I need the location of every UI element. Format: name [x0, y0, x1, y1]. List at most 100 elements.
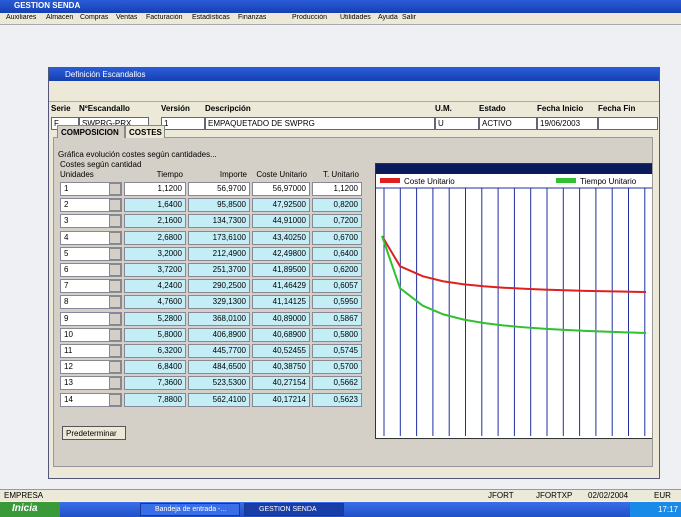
- table-cell[interactable]: 290,2500: [188, 279, 250, 294]
- task-item[interactable]: Bandeja de entrada -...: [140, 503, 240, 516]
- table-cell[interactable]: 134,7300: [188, 214, 250, 229]
- dropdown-arrow[interactable]: [109, 264, 121, 276]
- table-cell[interactable]: 406,8900: [188, 327, 250, 342]
- table-cell[interactable]: 4,7600: [124, 295, 186, 310]
- table-cell[interactable]: 43,40250: [252, 230, 310, 245]
- menu-item[interactable]: Ventas: [116, 14, 138, 21]
- table-cell[interactable]: 56,97000: [252, 182, 310, 196]
- table-cell[interactable]: 562,4100: [188, 392, 250, 407]
- table-cell[interactable]: 0,5700: [312, 360, 362, 375]
- table-cell[interactable]: 5,8000: [124, 327, 186, 342]
- table-cell[interactable]: 523,5300: [188, 376, 250, 391]
- dropdown-arrow[interactable]: [109, 345, 121, 357]
- field-input[interactable]: 19/06/2003: [537, 117, 598, 130]
- table-cell[interactable]: 6,3200: [124, 344, 186, 358]
- table-cell[interactable]: 368,0100: [188, 311, 250, 326]
- table-cell[interactable]: 42,49800: [252, 246, 310, 261]
- table-cell[interactable]: 10: [60, 327, 122, 342]
- table-cell[interactable]: 40,89000: [252, 311, 310, 326]
- menu-item[interactable]: Salir: [402, 14, 417, 21]
- table-cell[interactable]: 251,3700: [188, 263, 250, 277]
- table-cell[interactable]: 4: [60, 230, 122, 245]
- table-cell[interactable]: 1,1200: [312, 182, 362, 196]
- menu-item[interactable]: Ayuda: [378, 14, 398, 21]
- table-cell[interactable]: 41,14125: [252, 295, 310, 310]
- table-cell[interactable]: 2,6800: [124, 230, 186, 245]
- dropdown-arrow[interactable]: [109, 231, 121, 244]
- table-cell[interactable]: 6,8400: [124, 360, 186, 375]
- table-cell[interactable]: 44,91000: [252, 214, 310, 229]
- table-cell[interactable]: 40,17214: [252, 392, 310, 407]
- dropdown-arrow[interactable]: [109, 361, 121, 374]
- table-cell[interactable]: 1: [60, 182, 122, 196]
- table-cell[interactable]: 0,8200: [312, 198, 362, 213]
- table-cell[interactable]: 11: [60, 344, 122, 358]
- table-cell[interactable]: 7: [60, 279, 122, 294]
- table-cell[interactable]: 2: [60, 198, 122, 213]
- table-cell[interactable]: 7,3600: [124, 376, 186, 391]
- table-cell[interactable]: 1,6400: [124, 198, 186, 213]
- predeterminar-button[interactable]: Predeterminar: [62, 426, 126, 440]
- dropdown-arrow[interactable]: [109, 247, 121, 260]
- table-cell[interactable]: 0,5800: [312, 327, 362, 342]
- table-cell[interactable]: 12: [60, 360, 122, 375]
- table-cell[interactable]: 4,2400: [124, 279, 186, 294]
- table-cell[interactable]: 40,38750: [252, 360, 310, 375]
- table-cell[interactable]: 0,5623: [312, 392, 362, 407]
- field-input[interactable]: ACTIVO: [479, 117, 537, 130]
- table-cell[interactable]: 41,89500: [252, 263, 310, 277]
- table-cell[interactable]: 8: [60, 295, 122, 310]
- menu-item[interactable]: Producción: [292, 14, 328, 21]
- table-cell[interactable]: 40,52455: [252, 344, 310, 358]
- table-cell[interactable]: 2,1600: [124, 214, 186, 229]
- table-cell[interactable]: 173,6100: [188, 230, 250, 245]
- table-cell[interactable]: 7,8800: [124, 392, 186, 407]
- table-cell[interactable]: 0,6200: [312, 263, 362, 277]
- dropdown-arrow[interactable]: [109, 312, 121, 325]
- table-cell[interactable]: 9: [60, 311, 122, 326]
- dropdown-arrow[interactable]: [109, 215, 121, 228]
- menu-item[interactable]: Utilidades: [340, 14, 371, 21]
- table-cell[interactable]: 5: [60, 246, 122, 261]
- table-cell[interactable]: 445,7700: [188, 344, 250, 358]
- table-cell[interactable]: 13: [60, 376, 122, 391]
- menu-item[interactable]: Facturación: [146, 14, 183, 21]
- menu-item[interactable]: Compras: [80, 14, 109, 21]
- start-button[interactable]: Inicia: [0, 502, 60, 517]
- table-cell[interactable]: 1,1200: [124, 182, 186, 196]
- menu-item[interactable]: Auxiliares: [6, 14, 37, 21]
- menu-item[interactable]: Estadísticas: [192, 14, 230, 21]
- dropdown-arrow[interactable]: [109, 377, 121, 390]
- field-input[interactable]: 1: [161, 117, 205, 130]
- table-cell[interactable]: 0,7200: [312, 214, 362, 229]
- menu-item[interactable]: Finanzas: [238, 14, 267, 21]
- table-cell[interactable]: 329,1300: [188, 295, 250, 310]
- table-cell[interactable]: 41,46429: [252, 279, 310, 294]
- table-cell[interactable]: 484,6500: [188, 360, 250, 375]
- dropdown-arrow[interactable]: [109, 328, 121, 341]
- table-cell[interactable]: 95,8500: [188, 198, 250, 213]
- table-cell[interactable]: 56,9700: [188, 182, 250, 196]
- table-cell[interactable]: 3: [60, 214, 122, 229]
- task-item[interactable]: GESTION SENDA: [244, 503, 344, 516]
- table-cell[interactable]: 0,5745: [312, 344, 362, 358]
- table-cell[interactable]: 5,2800: [124, 311, 186, 326]
- tab[interactable]: COMPOSICION: [57, 125, 125, 138]
- table-cell[interactable]: 40,68900: [252, 327, 310, 342]
- table-cell[interactable]: 0,6057: [312, 279, 362, 294]
- table-cell[interactable]: 3,2000: [124, 246, 186, 261]
- table-cell[interactable]: 47,92500: [252, 198, 310, 213]
- table-cell[interactable]: 0,6700: [312, 230, 362, 245]
- tab[interactable]: COSTES: [125, 125, 165, 138]
- field-input[interactable]: U: [435, 117, 479, 130]
- table-cell[interactable]: 212,4900: [188, 246, 250, 261]
- table-cell[interactable]: 6: [60, 263, 122, 277]
- menu-item[interactable]: Almacen: [46, 14, 74, 21]
- dropdown-arrow[interactable]: [109, 296, 121, 309]
- dropdown-arrow[interactable]: [109, 393, 121, 406]
- dropdown-arrow[interactable]: [109, 183, 121, 195]
- field-input[interactable]: EMPAQUETADO DE SWPRG: [205, 117, 435, 130]
- table-cell[interactable]: 0,5950: [312, 295, 362, 310]
- table-cell[interactable]: 3,7200: [124, 263, 186, 277]
- dropdown-arrow[interactable]: [109, 280, 121, 293]
